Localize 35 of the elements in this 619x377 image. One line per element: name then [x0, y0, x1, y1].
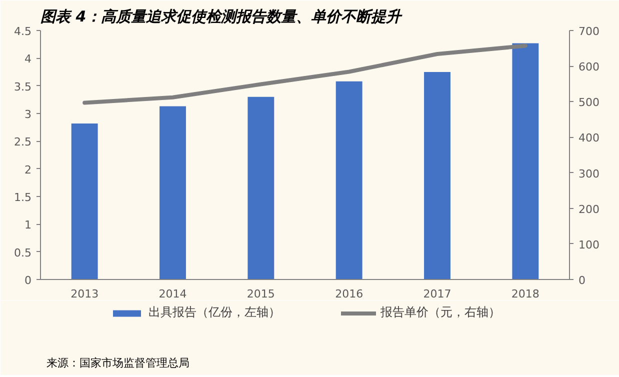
chart-title: 图表 4：高质量追求促使检测报告数量、单价不断提升	[40, 8, 404, 26]
bar	[424, 72, 450, 280]
bar	[160, 106, 186, 280]
y2-tick-label: 500	[578, 96, 600, 110]
x-tick-label: 2016	[335, 288, 364, 300]
x-tick-label: 2014	[158, 288, 187, 300]
y2-tick-label: 600	[578, 60, 600, 74]
y2-tick-label: 300	[578, 167, 600, 180]
y2-tick-label: 700	[578, 25, 600, 38]
bar	[71, 123, 98, 280]
y2-tick-label: 100	[578, 238, 600, 252]
y-tick-label: 3	[24, 108, 32, 121]
y-tick-label: 2	[24, 163, 32, 176]
y-tick-label: 0	[24, 274, 32, 287]
source-note: 来源：国家市场监督管理总局	[46, 356, 190, 370]
y-tick-label: 1.5	[14, 191, 32, 204]
legend-label: 报告单价（元，右轴）	[380, 304, 500, 321]
bar	[248, 96, 274, 280]
y-tick-label: 1	[24, 218, 32, 232]
bar	[512, 43, 539, 280]
y-tick-label: 3.5	[14, 80, 32, 94]
x-tick-label: 2015	[246, 288, 275, 300]
y-tick-label: 4.5	[14, 25, 32, 38]
x-tick-label: 2017	[423, 288, 452, 300]
y2-tick-label: 400	[578, 132, 600, 145]
y-tick-label: 2.5	[14, 136, 32, 149]
y2-tick-label: 200	[578, 202, 600, 216]
y-tick-label: 4	[24, 52, 32, 66]
legend-label: 出具报告（亿份，左轴）	[148, 304, 280, 321]
line-series	[82, 44, 528, 105]
y-tick-label: 0.5	[14, 246, 32, 260]
x-tick-label: 2013	[70, 288, 99, 300]
y2-tick-label: 0	[578, 274, 586, 287]
bar	[336, 81, 362, 280]
x-tick-label: 2018	[511, 288, 540, 300]
